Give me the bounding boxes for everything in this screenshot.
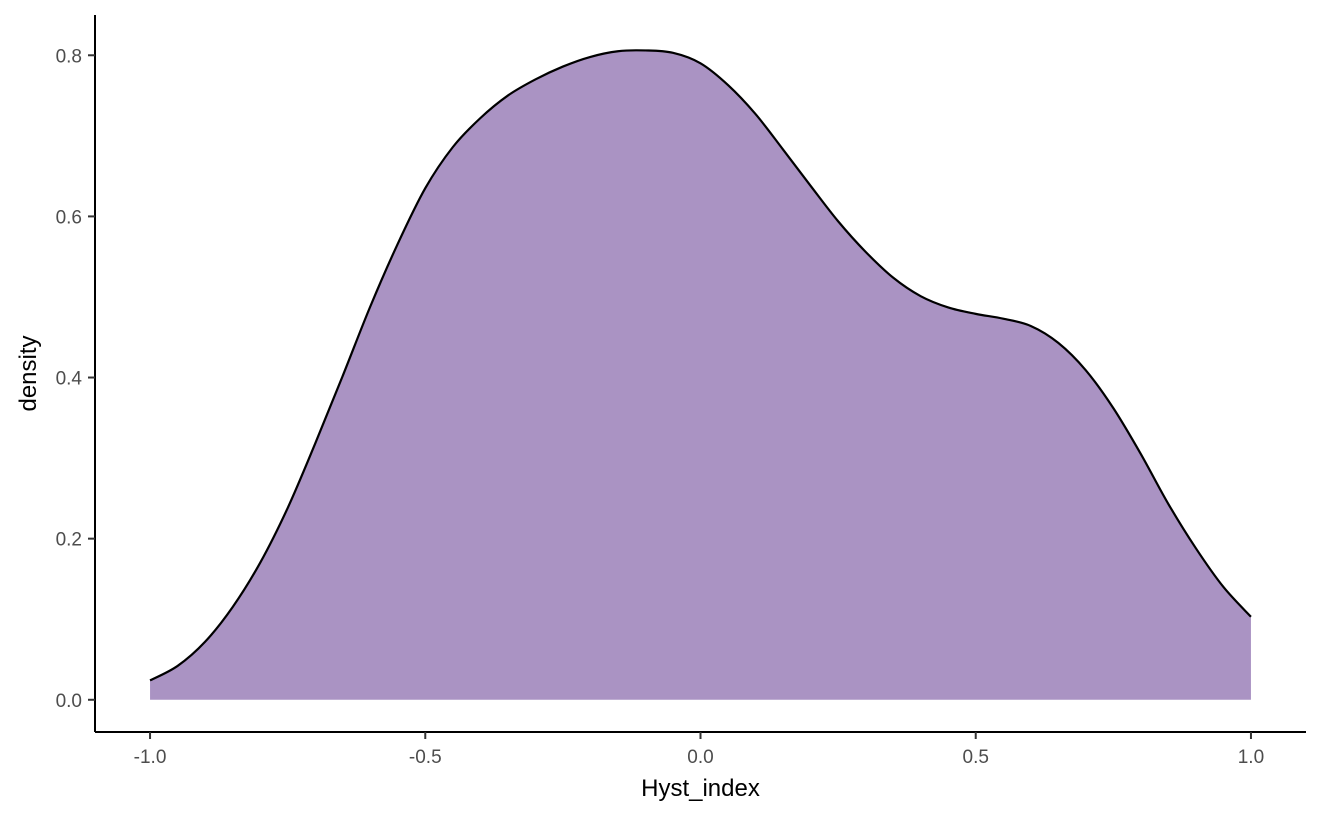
- axes: -1.0 -0.5 0.0 0.5 1.0 0.0 0.2 0.4 0.6 0.8: [56, 15, 1306, 768]
- y-tick-label: 0.2: [56, 530, 82, 551]
- y-tick-label: 0.4: [56, 369, 83, 390]
- y-tick-label: 0.0: [56, 691, 82, 712]
- x-tick-label: -0.5: [409, 747, 442, 768]
- y-tick-label: 0.6: [56, 207, 82, 228]
- x-axis-title: Hyst_index: [641, 775, 760, 802]
- y-tick-label: 0.8: [56, 46, 82, 67]
- x-tick-label: 0.0: [687, 747, 713, 768]
- x-tick-label: 0.5: [963, 747, 989, 768]
- density-line: [149, 49, 1252, 682]
- x-tick-label: -1.0: [134, 747, 167, 768]
- y-axis-title: density: [15, 335, 42, 411]
- density-area: [150, 50, 1251, 700]
- x-tick-label: 1.0: [1238, 747, 1264, 768]
- plot-area: [149, 49, 1252, 700]
